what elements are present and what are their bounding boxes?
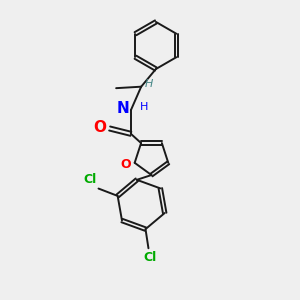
Text: N: N (117, 101, 129, 116)
Text: O: O (94, 119, 107, 134)
Text: H: H (145, 79, 153, 89)
Text: H: H (140, 102, 149, 112)
Text: Cl: Cl (143, 250, 157, 264)
Text: O: O (121, 158, 131, 171)
Text: Cl: Cl (84, 173, 97, 186)
